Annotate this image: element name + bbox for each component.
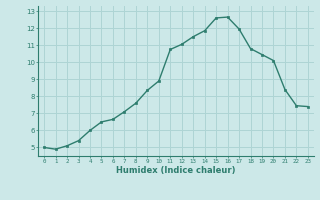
X-axis label: Humidex (Indice chaleur): Humidex (Indice chaleur) xyxy=(116,166,236,175)
